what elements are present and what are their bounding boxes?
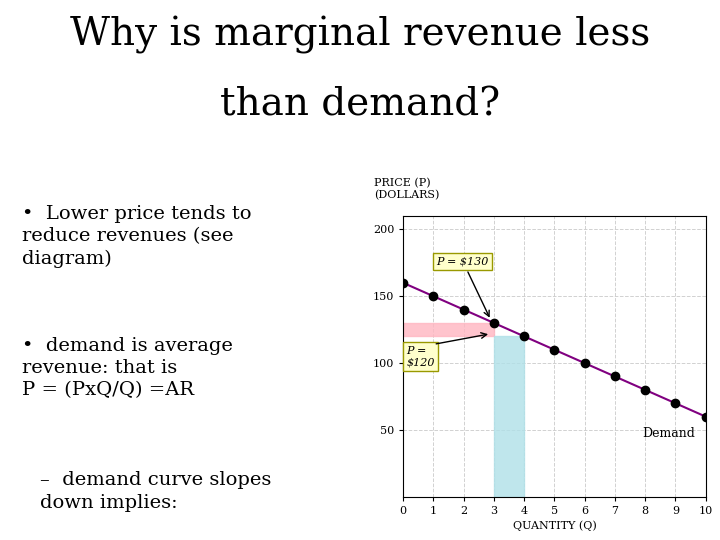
- Text: P =
$120: P = $120: [406, 346, 435, 367]
- Text: •  Lower price tends to
reduce revenues (see
diagram): • Lower price tends to reduce revenues (…: [22, 205, 251, 268]
- Point: [700, 412, 711, 421]
- Point: [639, 386, 651, 394]
- Point: [458, 305, 469, 314]
- Point: [518, 332, 530, 341]
- Point: [609, 372, 621, 381]
- Point: [579, 359, 590, 367]
- Point: [428, 292, 439, 301]
- Point: [670, 399, 681, 408]
- Text: –  demand curve slopes
down implies:: – demand curve slopes down implies:: [40, 471, 271, 511]
- Point: [549, 346, 560, 354]
- Text: than demand?: than demand?: [220, 86, 500, 124]
- Text: •  demand is average
revenue: that is
P = (PxQ/Q) =AR: • demand is average revenue: that is P =…: [22, 337, 233, 399]
- Text: PRICE (P)
(DOLLARS): PRICE (P) (DOLLARS): [374, 178, 440, 200]
- Point: [488, 319, 500, 327]
- Text: P = $130: P = $130: [436, 257, 489, 267]
- Point: [397, 279, 409, 287]
- X-axis label: QUANTITY (Q): QUANTITY (Q): [513, 520, 596, 531]
- Text: Why is marginal revenue less: Why is marginal revenue less: [70, 16, 650, 54]
- Text: Demand: Demand: [642, 427, 695, 440]
